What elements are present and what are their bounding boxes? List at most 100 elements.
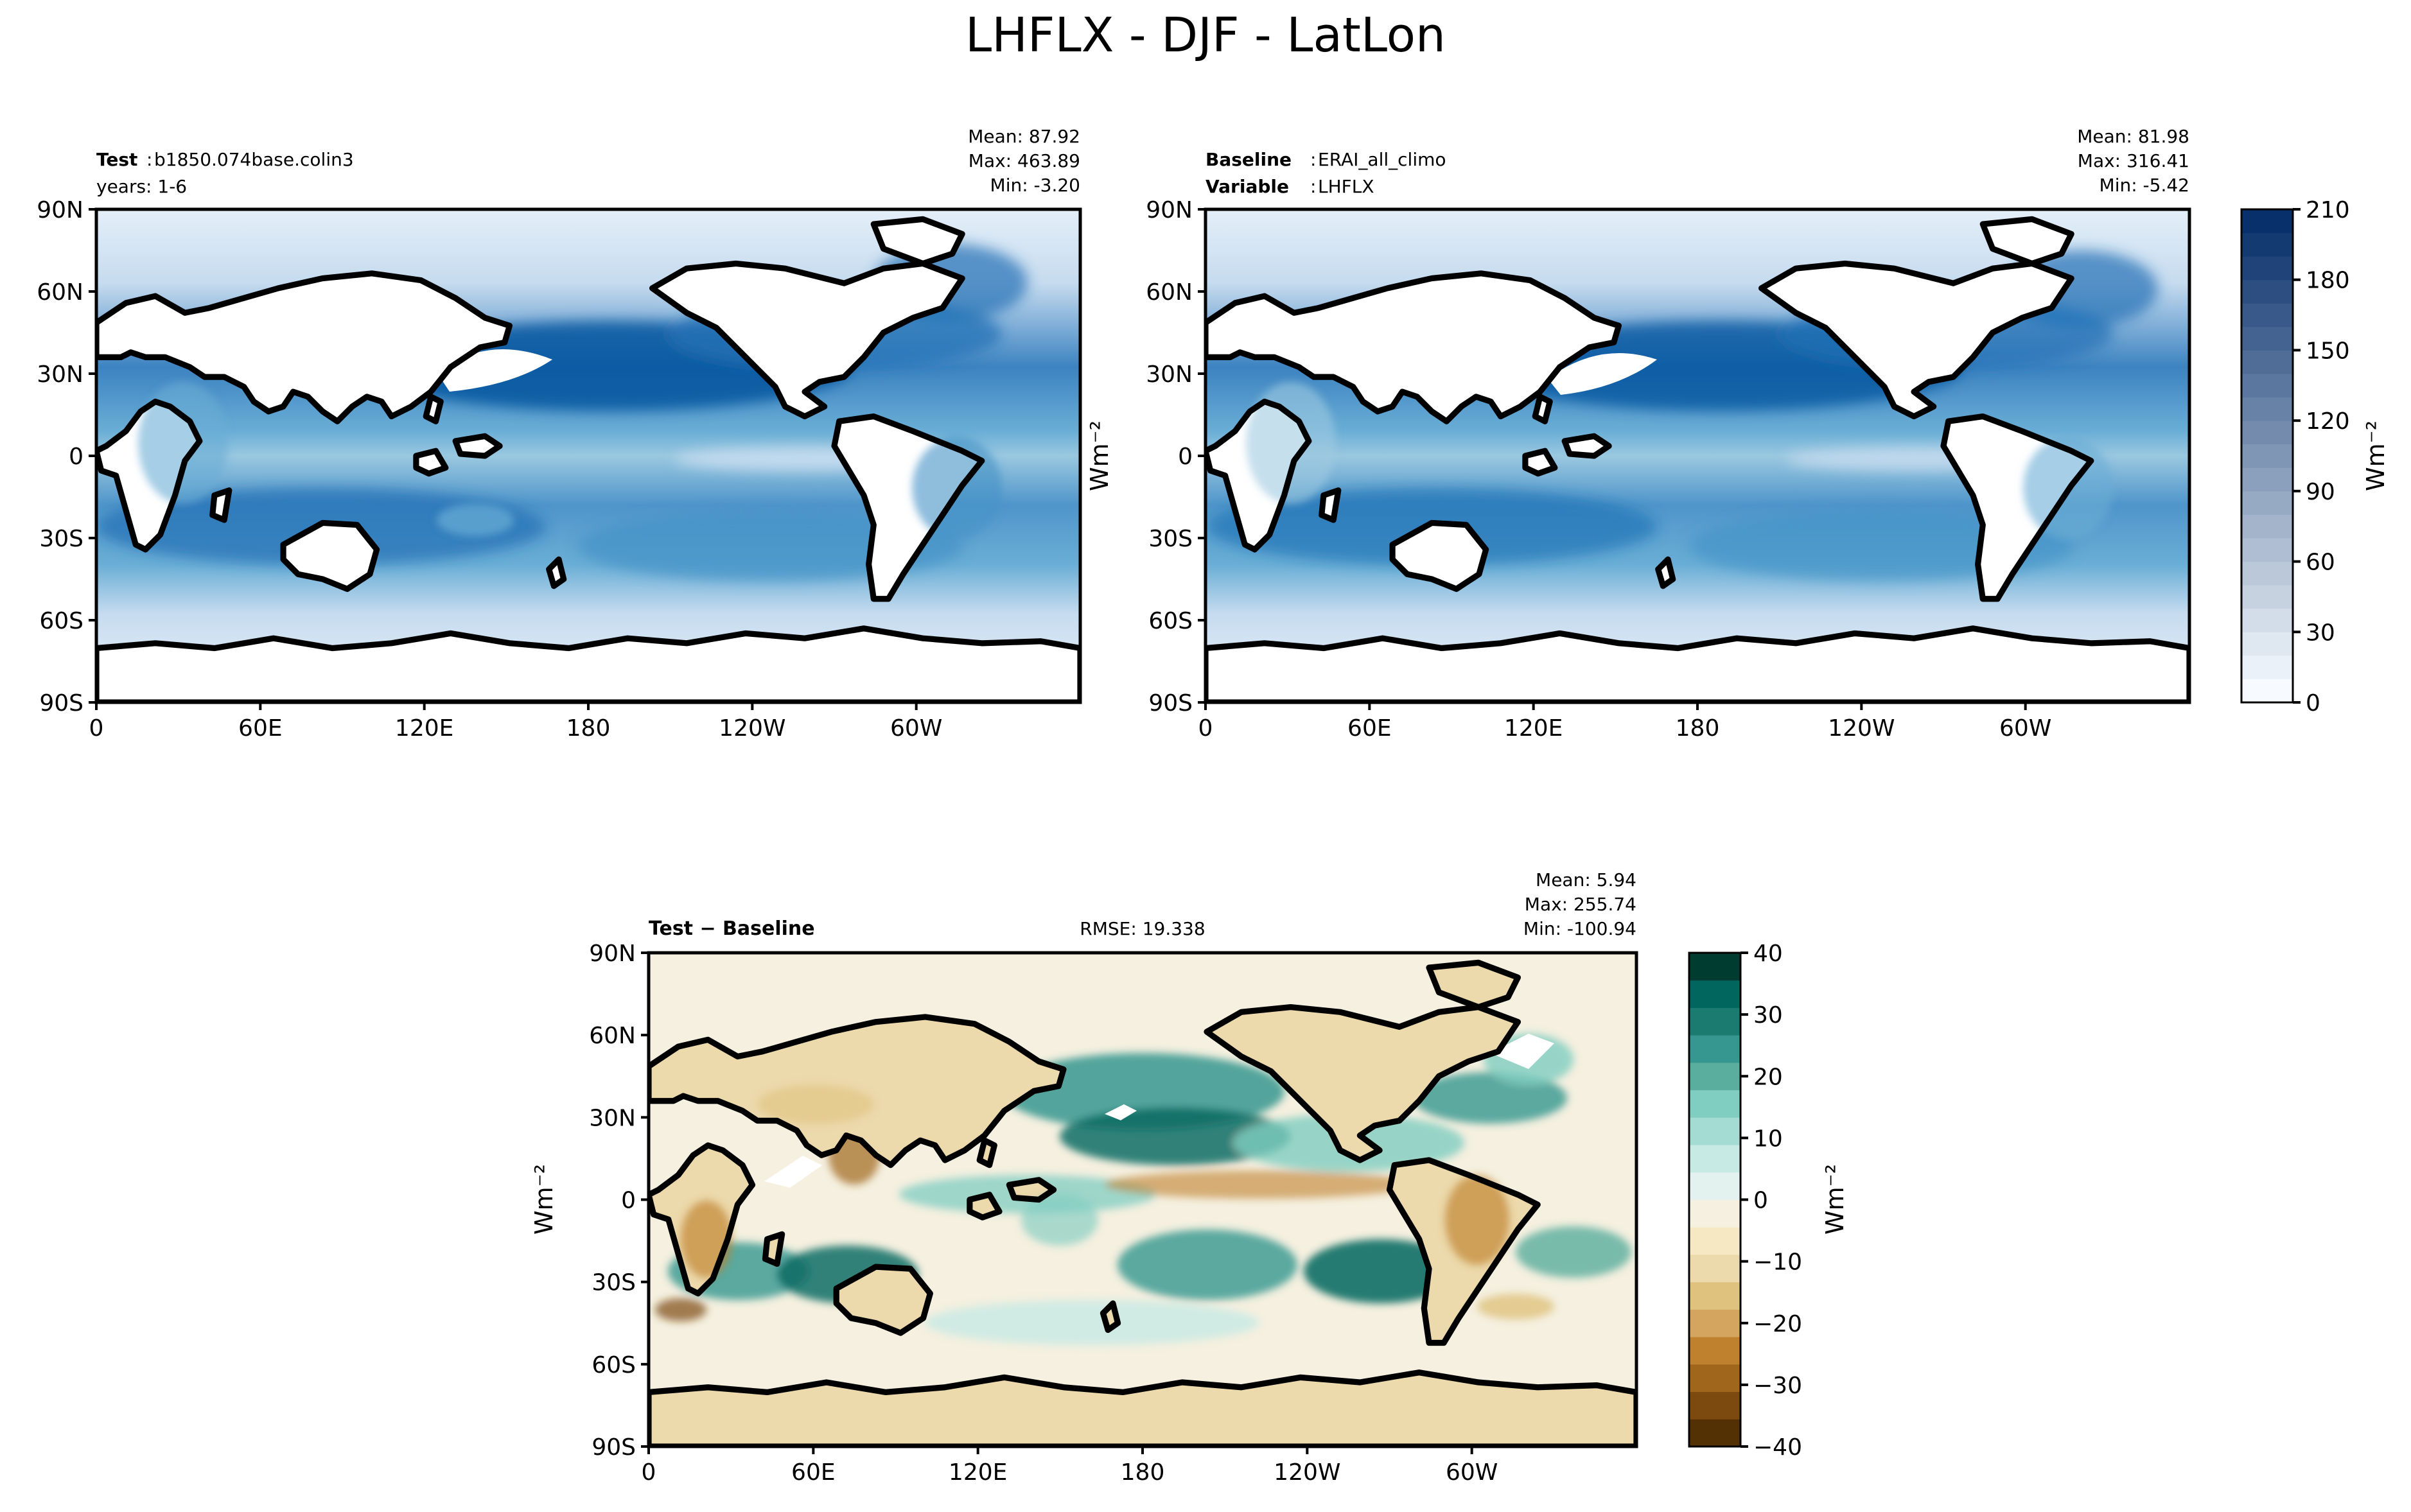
baseline-field [1206,209,2189,702]
difference-field [649,953,1636,1447]
difference-colorbar-tick-label: −20 [1753,1311,1802,1337]
baseline-ytick-label: 90N [1146,197,1193,223]
difference-colorbar-tick-label: 20 [1753,1064,1783,1090]
test-xtick-label: 120E [395,715,453,742]
top-colorbar-segment [2241,326,2293,351]
difference-ytick-label: 90N [589,941,636,967]
baseline-ytick-label: 60S [1148,608,1193,634]
baseline-ytick-label: 60N [1146,279,1193,306]
test-ytick-label: 0 [69,444,83,470]
top-colorbar-segment [2241,655,2293,679]
difference-colorbar-segment [1689,1254,1740,1283]
top-colorbar-tick-label: 90 [2306,479,2335,505]
test-stat-max: Max: 463.89 [969,150,1080,171]
difference-ylabel: Wm⁻² [530,1164,558,1235]
difference-colorbar-segment [1689,1337,1740,1365]
difference-x-axis: 0 60E 120E 180 120W 60W [642,1447,1498,1486]
difference-label: Test − Baseline [649,917,815,940]
difference-colorbar-segment [1689,1117,1740,1145]
difference-ytick-label: 90S [592,1434,636,1461]
variable-label-value: LHFLX [1318,176,1374,197]
baseline-xtick-label: 120W [1828,715,1895,742]
top-colorbar-segment [2241,350,2293,374]
test-stat-min: Min: -3.20 [990,175,1080,196]
difference-colorbar-segment [1689,1062,1740,1091]
baseline-label-sep: : [1310,149,1316,170]
top-colorbar-segment [2241,467,2293,492]
test-stat-mean: Mean: 87.92 [968,126,1080,147]
top-colorbar-segment [2241,279,2293,304]
baseline-y-axis: 90S 60S 30S 0 30N 60N 90N [1146,197,1206,717]
test-x-axis: 0 60E 120E 180 120W 60W [89,702,942,742]
test-label-value: b1850.074base.colin3 [154,149,354,170]
baseline-ytick-label: 90S [1148,690,1193,717]
test-ytick-label: 30N [37,361,83,388]
top-colorbar-segment [2241,585,2293,609]
top-colorbar-segment [2241,232,2293,257]
difference-xtick-label: 120W [1274,1459,1340,1486]
difference-xtick-label: 60W [1446,1459,1498,1486]
difference-colorbar-tick-label: −10 [1753,1249,1802,1276]
top-colorbar-segment [2241,209,2293,234]
baseline-xtick-label: 60W [1999,715,2051,742]
difference-colorbar-tick-label: 0 [1753,1188,1768,1214]
difference-colorbar-segment [1689,980,1740,1008]
difference-colorbar-segment [1689,1199,1740,1228]
test-ytick-label: 30S [39,526,83,552]
difference-rmse: RMSE: 19.338 [1080,918,1205,939]
test-xtick-label: 60W [890,715,942,742]
top-colorbar-segment [2241,561,2293,586]
test-label-bold: Test [96,149,137,170]
difference-colorbar: −40 −30 −20 −10 0 10 20 30 40 [1688,941,1802,1461]
test-ytick-label: 90N [37,197,83,223]
difference-stat-mean: Mean: 5.94 [1536,869,1636,891]
difference-ytick-label: 60N [589,1023,636,1049]
baseline-stat-mean: Mean: 81.98 [2077,126,2189,147]
top-colorbar-frame [2240,208,2294,704]
baseline-stat-max: Max: 316.41 [2078,150,2189,171]
difference-stat-max: Max: 255.74 [1525,894,1636,915]
baseline-label-value: ERAI_all_climo [1318,149,1446,170]
difference-xtick-label: 120E [949,1459,1007,1486]
difference-colorbar-tick-label: 10 [1753,1125,1783,1152]
difference-colorbar-segment [1689,1227,1740,1255]
top-colorbar-segment [2241,632,2293,656]
test-ytick-label: 90S [39,690,83,717]
difference-colorbar-label: Wm⁻² [1821,1164,1849,1235]
top-colorbar-segment [2241,397,2293,421]
baseline-ylabel: Wm⁻² [1085,421,1114,491]
difference-colorbar-segment [1689,1035,1740,1063]
test-xtick-label: 0 [89,715,104,742]
test-ytick-label: 60N [37,279,83,306]
top-colorbar-tick-label: 180 [2306,268,2350,294]
difference-colorbar-segment [1689,1419,1740,1447]
difference-stat-min: Min: -100.94 [1523,918,1636,939]
baseline-x-axis: 0 60E 120E 180 120W 60W [1198,702,2051,742]
variable-label-sep: : [1310,176,1316,197]
variable-label-bold: Variable [1206,176,1289,197]
top-colorbar-segment [2241,303,2293,327]
difference-ytick-label: 30S [592,1270,636,1296]
top-colorbar-segment [2241,444,2293,468]
top-colorbar-segment [2241,374,2293,398]
test-xtick-label: 180 [566,715,611,742]
baseline-ytick-label: 30S [1148,526,1193,552]
test-panel: Test : b1850.074base.colin3 years: 1-6 M… [37,126,1082,742]
difference-xtick-label: 0 [642,1459,656,1486]
test-ytick-label: 60S [39,608,83,634]
difference-colorbar-tick-label: 40 [1753,941,1783,967]
test-y-axis: 90S 60S 30S 0 30N 60N 90N [37,197,96,717]
baseline-label-bold: Baseline [1206,149,1292,170]
top-colorbar-tick-label: 0 [2306,690,2320,717]
baseline-xtick-label: 60E [1347,715,1392,742]
difference-colorbar-segment [1689,1007,1740,1036]
baseline-xtick-label: 120E [1504,715,1563,742]
test-xtick-label: 60E [238,715,283,742]
baseline-ytick-label: 30N [1146,361,1193,388]
difference-colorbar-segment [1689,1145,1740,1173]
difference-ytick-label: 0 [621,1188,636,1214]
test-label-sep: : [146,149,152,170]
top-colorbar-segment [2241,679,2293,703]
top-colorbar-tick-label: 210 [2306,197,2350,223]
